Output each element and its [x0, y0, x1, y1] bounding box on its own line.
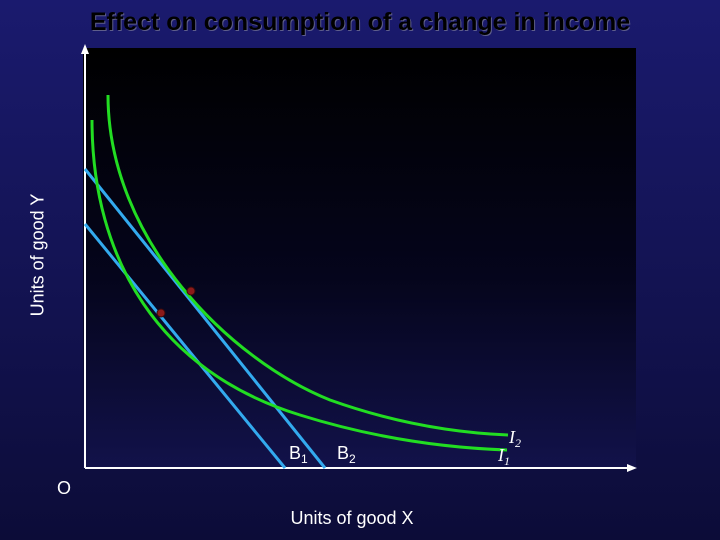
indifference-label-i2: I2	[508, 427, 521, 450]
x-axis-arrow	[627, 464, 637, 472]
budget-line-b1	[83, 223, 287, 469]
indifference-curve-i1	[90, 119, 508, 452]
y-axis-arrow	[81, 44, 89, 54]
indifference-label-i1: I1	[497, 445, 510, 468]
page-title: Effect on consumption of a change in inc…	[89, 8, 631, 36]
x-axis-label: Units of good X	[290, 508, 414, 528]
tangency-point-2	[186, 286, 196, 296]
origin-label: O	[57, 478, 72, 498]
budget-line-b2	[83, 168, 327, 469]
tangency-point-1	[156, 308, 166, 318]
indifference-curve-i2	[106, 94, 509, 437]
plot-area	[83, 48, 636, 468]
budget-label-b2: B2	[337, 443, 356, 466]
budget-label-b1: B1	[289, 443, 308, 466]
